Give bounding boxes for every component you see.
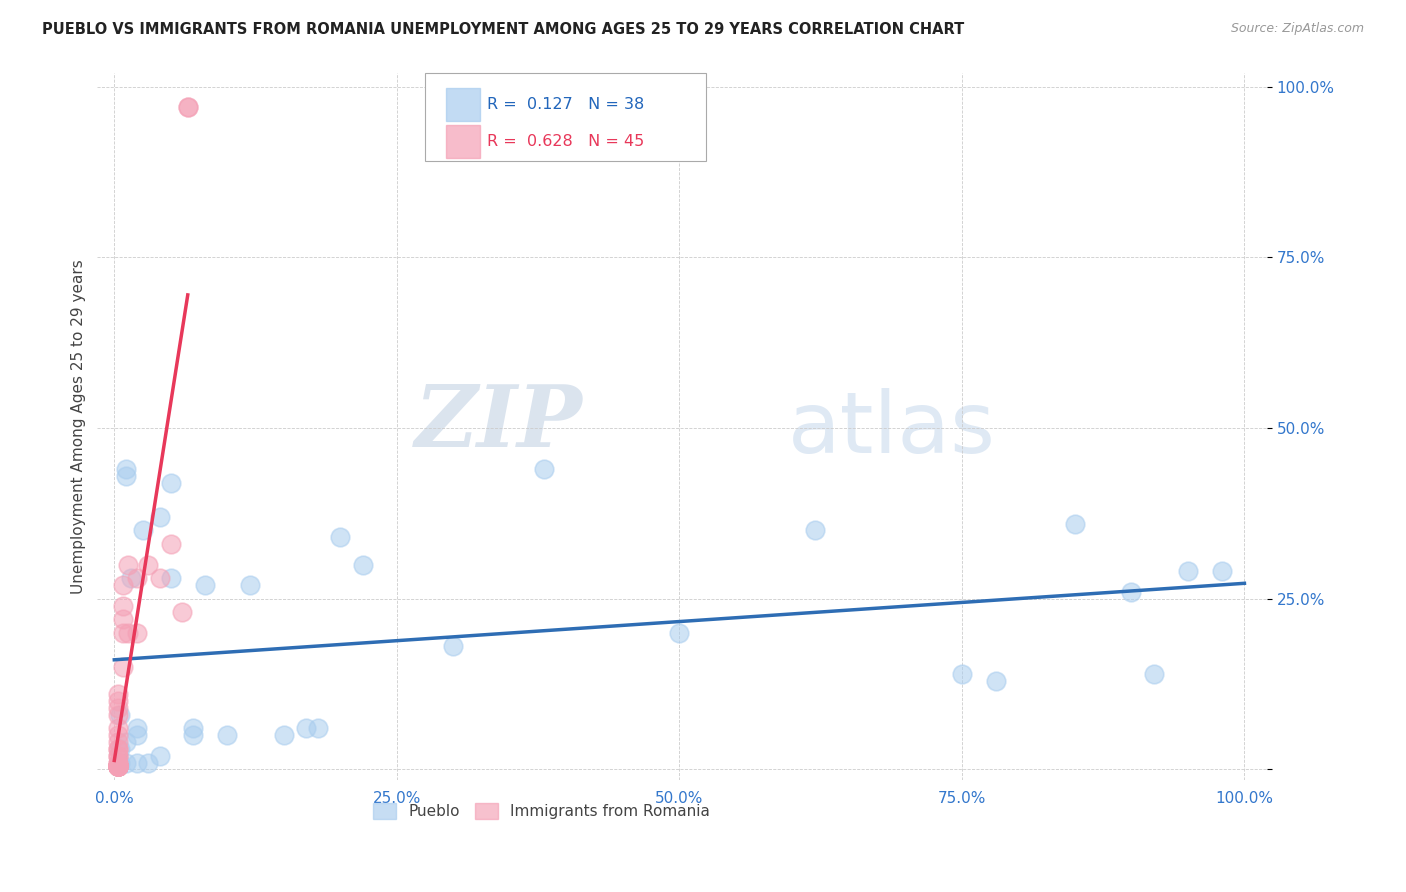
- Point: [1177, 565, 1199, 579]
- FancyBboxPatch shape: [446, 126, 479, 158]
- Text: R =  0.127   N = 38: R = 0.127 N = 38: [486, 97, 644, 112]
- Point: [159, 475, 181, 490]
- Point: [112, 660, 135, 674]
- Point: [114, 468, 136, 483]
- Point: [107, 759, 129, 773]
- FancyBboxPatch shape: [446, 88, 479, 120]
- Point: [107, 759, 129, 773]
- Point: [107, 735, 129, 749]
- Point: [217, 728, 239, 742]
- Point: [107, 748, 129, 763]
- Point: [136, 558, 159, 572]
- Point: [107, 759, 129, 773]
- Point: [112, 612, 135, 626]
- Point: [107, 759, 129, 773]
- Point: [107, 759, 129, 773]
- Point: [117, 625, 139, 640]
- Point: [107, 722, 129, 736]
- Point: [107, 759, 129, 773]
- Point: [159, 571, 181, 585]
- Point: [107, 759, 129, 773]
- Point: [107, 742, 129, 756]
- Point: [177, 100, 200, 114]
- Point: [148, 571, 170, 585]
- Point: [107, 759, 129, 773]
- Point: [533, 462, 555, 476]
- Point: [194, 578, 217, 592]
- Point: [125, 756, 148, 770]
- Point: [112, 578, 135, 592]
- Y-axis label: Unemployment Among Ages 25 to 29 years: Unemployment Among Ages 25 to 29 years: [72, 259, 86, 594]
- Point: [112, 599, 135, 613]
- Point: [114, 735, 136, 749]
- Point: [1211, 565, 1233, 579]
- Point: [295, 722, 318, 736]
- Point: [125, 722, 148, 736]
- Point: [107, 759, 129, 773]
- Point: [107, 728, 129, 742]
- Text: R =  0.628   N = 45: R = 0.628 N = 45: [486, 134, 644, 149]
- Text: Source: ZipAtlas.com: Source: ZipAtlas.com: [1230, 22, 1364, 36]
- Point: [239, 578, 262, 592]
- Point: [441, 640, 464, 654]
- Point: [107, 759, 129, 773]
- Point: [107, 701, 129, 715]
- Point: [108, 742, 131, 756]
- Point: [1121, 585, 1143, 599]
- Point: [352, 558, 374, 572]
- Point: [183, 722, 205, 736]
- Point: [273, 728, 295, 742]
- Point: [125, 728, 148, 742]
- Point: [117, 558, 139, 572]
- Text: atlas: atlas: [787, 388, 995, 471]
- Point: [172, 605, 194, 619]
- Point: [114, 756, 136, 770]
- Point: [950, 666, 973, 681]
- Point: [804, 524, 827, 538]
- Point: [108, 707, 131, 722]
- Point: [125, 571, 148, 585]
- Point: [107, 759, 129, 773]
- Point: [148, 509, 170, 524]
- Point: [136, 756, 159, 770]
- Point: [307, 722, 329, 736]
- Point: [107, 707, 129, 722]
- Point: [107, 759, 129, 773]
- Point: [183, 728, 205, 742]
- Point: [177, 100, 200, 114]
- Text: ZIP: ZIP: [415, 381, 582, 465]
- Point: [984, 673, 1007, 688]
- Point: [1064, 516, 1087, 531]
- Point: [120, 571, 142, 585]
- Point: [1143, 666, 1166, 681]
- Point: [107, 742, 129, 756]
- Point: [107, 694, 129, 708]
- Point: [114, 462, 136, 476]
- Legend: Pueblo, Immigrants from Romania: Pueblo, Immigrants from Romania: [367, 797, 717, 825]
- Point: [159, 537, 181, 551]
- Point: [329, 530, 352, 544]
- Point: [107, 748, 129, 763]
- Text: PUEBLO VS IMMIGRANTS FROM ROMANIA UNEMPLOYMENT AMONG AGES 25 TO 29 YEARS CORRELA: PUEBLO VS IMMIGRANTS FROM ROMANIA UNEMPL…: [42, 22, 965, 37]
- Point: [107, 759, 129, 773]
- Point: [125, 625, 148, 640]
- Point: [107, 687, 129, 701]
- Point: [131, 524, 153, 538]
- Point: [148, 748, 170, 763]
- Point: [108, 756, 131, 770]
- Point: [112, 625, 135, 640]
- Point: [107, 759, 129, 773]
- FancyBboxPatch shape: [425, 73, 706, 161]
- Point: [107, 759, 129, 773]
- Point: [107, 759, 129, 773]
- Point: [107, 756, 129, 770]
- Point: [107, 756, 129, 770]
- Point: [107, 759, 129, 773]
- Point: [668, 625, 690, 640]
